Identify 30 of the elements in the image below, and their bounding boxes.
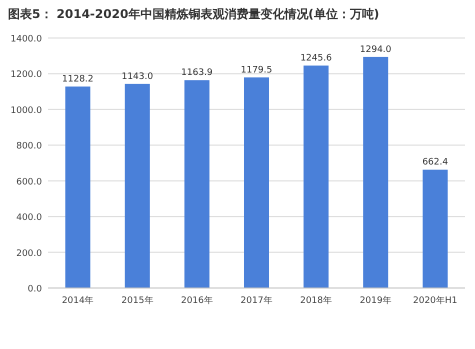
y-tick-label: 800.0 xyxy=(16,142,42,152)
bar xyxy=(363,56,388,288)
y-tick-label: 400.0 xyxy=(16,213,42,224)
bar xyxy=(65,86,90,288)
bar xyxy=(184,80,210,288)
x-tick-label: 2017年 xyxy=(240,295,272,306)
y-tick-label: 200.0 xyxy=(16,248,42,259)
y-tick-label: 0.0 xyxy=(28,284,42,294)
data-label: 1245.6 xyxy=(300,54,332,64)
x-tick-label: 2019年 xyxy=(360,295,392,306)
data-label: 1294.0 xyxy=(360,44,392,55)
x-tick-label: 2016年 xyxy=(180,295,213,306)
bar xyxy=(304,66,329,288)
x-tick-label: 2014年 xyxy=(62,295,94,306)
y-tick-label: 1000.0 xyxy=(10,106,42,116)
x-tick-label: 2015年 xyxy=(121,295,154,306)
x-tick-label: 2018年 xyxy=(300,295,332,306)
data-label: 1179.5 xyxy=(240,65,272,76)
chart-title: 图表5： 2014-2020年中国精炼铜表观消费量变化情况(单位：万吨) xyxy=(8,7,380,21)
y-tick-label: 1400.0 xyxy=(10,34,42,44)
data-label: 1163.9 xyxy=(181,68,213,78)
data-label: 1128.2 xyxy=(62,74,94,85)
y-tick-label: 1200.0 xyxy=(10,70,42,80)
data-label: 1143.0 xyxy=(122,72,154,82)
bar xyxy=(124,84,150,288)
data-label: 662.4 xyxy=(422,158,448,168)
y-tick-label: 600.0 xyxy=(16,177,42,188)
bar xyxy=(244,77,270,288)
x-tick-label: 2020年H1 xyxy=(413,295,458,306)
bar xyxy=(422,170,448,288)
